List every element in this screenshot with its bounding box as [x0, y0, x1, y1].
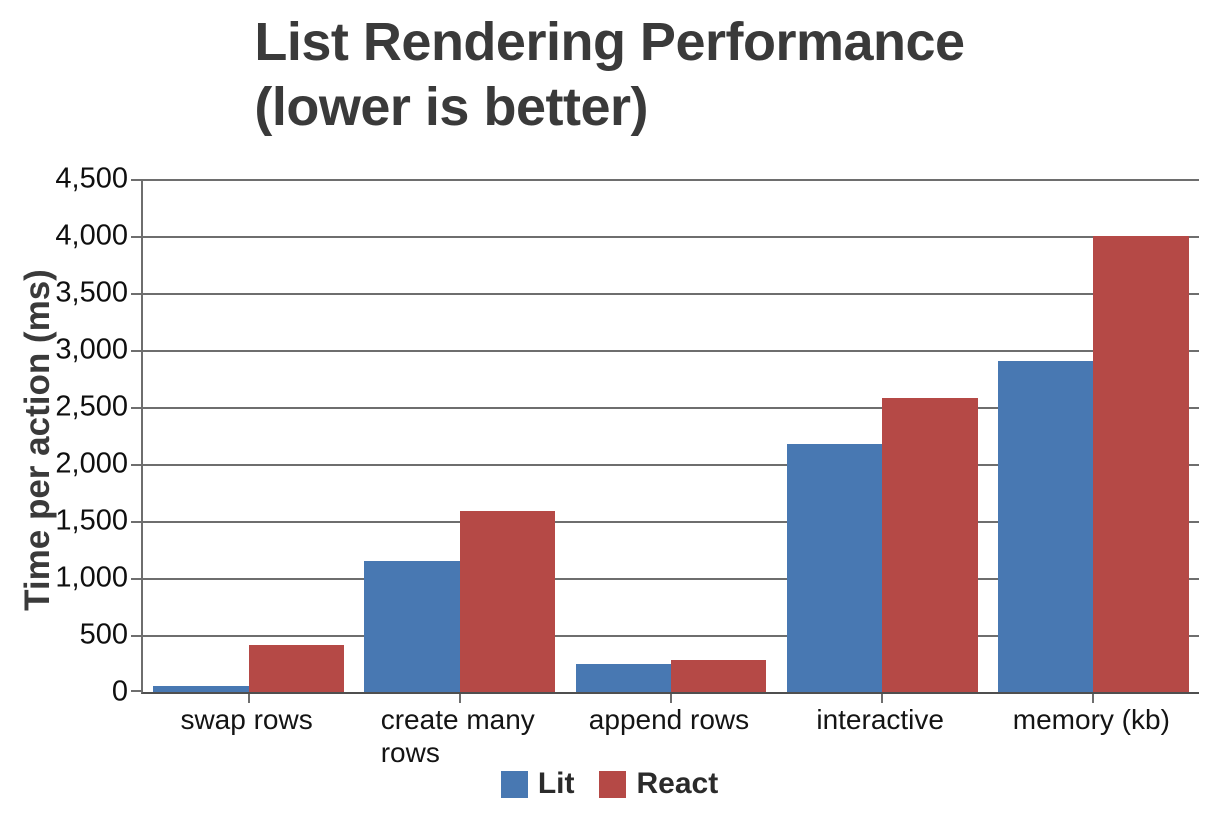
x-label-memory-kb: memory (kb) [1012, 704, 1170, 735]
y-tick-mark-1000 [131, 578, 141, 581]
gridline-2000 [143, 464, 1199, 467]
y-tick-label-3000: 3,000 [55, 333, 128, 366]
x-tick-mark-append-rows [670, 694, 672, 703]
y-tick-label-1000: 1,000 [55, 561, 128, 594]
legend-label-react: React [636, 767, 719, 800]
legend-item-lit: Lit [500, 767, 575, 801]
y-tick-label-4500: 4,500 [55, 162, 128, 195]
legend-item-react: React [599, 767, 718, 801]
gridline-1000 [143, 578, 1199, 581]
bar-react-memory-kb [1093, 236, 1189, 692]
x-label-slot-interactive: interactive [775, 703, 986, 769]
chart-title: List Rendering Performance (lower is bet… [0, 10, 1219, 140]
gridline-2500 [143, 407, 1199, 409]
y-tick-mark-1500 [131, 521, 141, 524]
x-label-interactive: interactive [816, 704, 944, 735]
x-axis-category-labels: swap rows create many rows append rows inte… [141, 703, 1197, 769]
y-tick-label-3500: 3,500 [55, 276, 128, 309]
y-tick-mark-500 [131, 635, 141, 638]
x-tick-mark-interactive [881, 694, 884, 703]
chart-title-line2: (lower is better) [254, 76, 648, 137]
legend-label-lit: Lit [537, 767, 575, 800]
bar-react-interactive [882, 398, 978, 692]
plot-area [131, 179, 1199, 703]
y-tick-label-0: 0 [111, 675, 128, 708]
gridline-500 [143, 635, 1199, 638]
x-label-swap-rows: swap rows [180, 704, 313, 735]
gridline-4500 [143, 179, 1199, 181]
bar-group-interactive [777, 179, 988, 692]
bar-lit-append-rows [575, 664, 671, 692]
y-tick-label-4000: 4,000 [55, 219, 128, 252]
bar-react-append-rows [670, 660, 767, 692]
gridline-3000 [143, 350, 1199, 353]
x-label-slot-append-rows: append rows [563, 703, 774, 769]
y-tick-mark-2500 [131, 407, 141, 409]
bar-group-swap-rows [143, 179, 354, 692]
chart-title-line1: List Rendering Performance [254, 12, 965, 72]
y-tick-mark-3000 [131, 350, 141, 353]
bar-lit-memory-kb [997, 361, 1094, 692]
x-tick-mark-memory-kb [1092, 694, 1095, 703]
x-label-slot-swap-rows: swap rows [141, 703, 352, 769]
gridline-3500 [143, 293, 1199, 295]
legend-swatch-react [599, 770, 627, 798]
bar-group-create-many-rows [354, 179, 565, 692]
legend-swatch-lit [500, 770, 528, 798]
x-label-create-many-rows: create many rows [380, 704, 535, 769]
bar-group-append-rows [565, 179, 776, 692]
x-tick-mark-swap-rows [247, 694, 250, 703]
y-tick-mark-0 [131, 690, 141, 692]
gridline-1500 [143, 521, 1199, 524]
y-tick-label-500: 500 [79, 618, 128, 651]
bar-group-memory-kb [988, 179, 1199, 692]
x-tick-mark-create-many-rows [458, 694, 461, 703]
y-tick-label-2500: 2,500 [55, 390, 128, 423]
bar-react-swap-rows [248, 644, 345, 692]
y-tick-label-1500: 1,500 [55, 504, 128, 537]
x-label-slot-memory-kb: memory (kb) [986, 703, 1197, 769]
bar-lit-create-many-rows [364, 560, 460, 692]
bar-lit-interactive [786, 444, 883, 692]
y-axis-tick-labels: 0 500 1,000 1,500 2,000 2,500 3,000 3,500 4,000 4… [0, 163, 128, 708]
y-tick-mark-2000 [131, 464, 141, 467]
x-label-slot-create-many-rows: create many rows [352, 703, 563, 769]
legend: Lit React [0, 767, 1219, 801]
gridline-4000 [143, 236, 1199, 239]
y-tick-mark-3500 [131, 293, 141, 295]
y-tick-mark-4500 [131, 179, 141, 181]
y-tick-mark-4000 [131, 236, 141, 239]
bar-react-create-many-rows [459, 510, 556, 692]
x-label-append-rows: append rows [588, 704, 750, 735]
y-tick-label-2000: 2,000 [55, 447, 128, 480]
bar-lit-swap-rows [153, 686, 249, 692]
